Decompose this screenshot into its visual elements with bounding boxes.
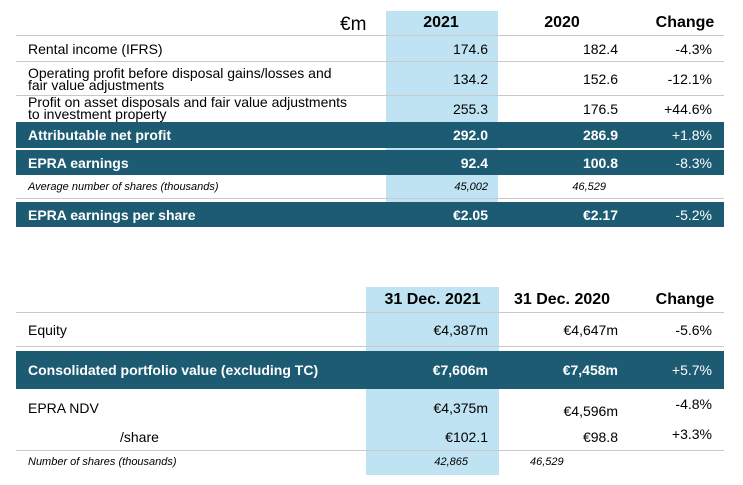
value-2021: 42,865 — [434, 456, 468, 468]
value-2020: 100.8 — [582, 154, 618, 171]
value-2021: €4,387m — [433, 321, 488, 338]
value-2021: €7,606m — [432, 362, 488, 378]
value-2020: 182.4 — [582, 40, 618, 57]
value-2020: 152.6 — [582, 70, 618, 87]
row-label-line2: fair value adjustments — [28, 76, 165, 93]
value-2021: €102.1 — [445, 429, 488, 445]
value-2021: 292.0 — [452, 127, 488, 143]
value-2020: 176.5 — [582, 101, 618, 117]
value-2021: 174.6 — [452, 40, 488, 57]
row-label: Number of shares (thousands) — [28, 456, 177, 468]
table2-header-row: 31 Dec. 2021 31 Dec. 2020 Change — [16, 287, 724, 313]
table-row-disposals: Profit on asset disposals and fair value… — [16, 94, 724, 122]
row-label: Operating profit before disposal gains/l… — [16, 62, 382, 95]
value-2020: €4,647m — [563, 321, 618, 338]
row-label: EPRA earnings — [28, 154, 129, 171]
value-2020: €2.17 — [582, 206, 618, 223]
currency-unit: €m — [340, 14, 367, 35]
table-row-epra-ndv: EPRA NDV €4,375m €4,596m -4.8% — [16, 394, 724, 422]
row-label-line1: Operating profit before disposal gains/l… — [28, 64, 332, 81]
table-row-net-profit: Attributable net profit 292.0 286.9 +1.8… — [16, 122, 724, 148]
header-2021: 31 Dec. 2021 — [384, 290, 481, 308]
value-2021: 255.3 — [452, 101, 488, 117]
header-change: Change — [655, 290, 715, 308]
row-label: EPRA earnings per share — [28, 206, 196, 223]
value-change: +44.6% — [664, 101, 712, 117]
table-row-equity: Equity €4,387m €4,647m -5.6% — [16, 313, 724, 347]
table-row-eps: EPRA earnings per share €2.05 €2.17 -5.2… — [16, 202, 724, 227]
header-2020: 31 Dec. 2020 — [513, 290, 611, 308]
table-row-epra-earnings: EPRA earnings 92.4 100.8 -8.3% — [16, 150, 724, 175]
value-2021: €4,375m — [433, 400, 488, 416]
value-change: +5.7% — [671, 362, 712, 378]
value-2021: 92.4 — [460, 154, 488, 171]
row-label-line1: Profit on asset disposals and fair value… — [28, 94, 348, 110]
header-2021: 2021 — [423, 14, 459, 31]
value-change: +3.3% — [671, 426, 712, 442]
row-label: Equity — [28, 321, 67, 338]
value-change: +1.8% — [671, 127, 712, 143]
table-row-number-of-shares: Number of shares (thousands) 42,865 46,5… — [16, 452, 724, 472]
value-2021: 134.2 — [452, 70, 488, 87]
table-row-average-shares: Average number of shares (thousands) 45,… — [16, 176, 724, 199]
value-2020: €7,458m — [562, 362, 618, 378]
table-row-operating-profit: Operating profit before disposal gains/l… — [16, 62, 724, 96]
table-row-per-share: /share €102.1 €98.8 +3.3% — [16, 424, 724, 451]
value-2020: €4,596m — [563, 403, 618, 419]
value-2021: €2.05 — [452, 206, 488, 223]
header-2020: 2020 — [544, 14, 580, 31]
table-row-rental-income: Rental income (IFRS) 174.6 182.4 -4.3% — [16, 36, 724, 62]
row-label: Rental income (IFRS) — [28, 40, 163, 57]
table1-2021-highlight — [386, 11, 498, 227]
row-label-line2: to investment property — [28, 106, 167, 122]
value-change: -12.1% — [667, 70, 712, 87]
row-label: Average number of shares (thousands) — [28, 181, 219, 193]
row-label: EPRA NDV — [28, 400, 99, 416]
value-2020: 286.9 — [582, 127, 618, 143]
table-row-portfolio-value: Consolidated portfolio value (excluding … — [16, 351, 724, 389]
header-change: Change — [655, 14, 715, 31]
table1-header-row: 2021 2020 Change — [16, 11, 724, 36]
row-label: Profit on asset disposals and fair value… — [16, 94, 382, 122]
value-change: -8.3% — [675, 154, 712, 171]
row-label: Attributable net profit — [28, 127, 172, 143]
value-2021: 45,002 — [454, 181, 488, 193]
value-2020: 46,529 — [572, 181, 606, 193]
row-label: /share — [120, 429, 159, 445]
value-change: -4.3% — [675, 40, 712, 57]
value-change: -5.2% — [675, 206, 712, 223]
row-label: Consolidated portfolio value (excluding … — [28, 362, 319, 378]
value-change: -5.6% — [675, 321, 712, 338]
value-change: -4.8% — [675, 396, 712, 412]
value-2020: 46,529 — [530, 456, 564, 468]
value-2020: €98.8 — [582, 429, 618, 445]
